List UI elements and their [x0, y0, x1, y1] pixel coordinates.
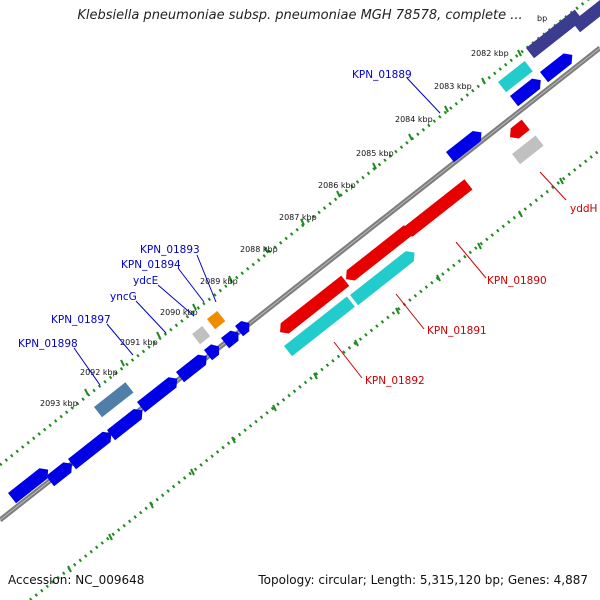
map-title: Klebsiella pneumoniae subsp. pneumoniae … — [77, 8, 523, 23]
gene-cyan[interactable] — [498, 60, 533, 93]
tick-label: 2091 kbp — [120, 338, 158, 347]
tick-label: 2084 kbp — [395, 115, 433, 124]
gene-label-kpn-01892[interactable]: KPN_01892 — [365, 375, 425, 387]
outer-tick-ring — [0, 0, 590, 467]
gene-label-yddh[interactable]: yddH — [570, 203, 597, 215]
gene-kpn-01891[interactable] — [276, 275, 350, 338]
gene-yddh[interactable] — [506, 119, 530, 143]
gene-forward[interactable] — [176, 351, 211, 383]
reverse-gene-labels: yddH KPN_01890 KPN_01891 KPN_01892 — [365, 203, 597, 387]
gene-forward[interactable] — [204, 341, 223, 361]
gene-forward[interactable] — [107, 405, 146, 441]
gene-forward[interactable] — [8, 465, 52, 504]
gene-cyan[interactable] — [350, 247, 419, 306]
tick-label: 2085 kbp — [356, 149, 394, 158]
gene-navy[interactable] — [526, 9, 583, 59]
topology-text: Topology: circular; Length: 5,315,120 bp… — [258, 573, 588, 587]
gene-navy[interactable] — [572, 0, 600, 33]
forward-gene-labels: KPN_01889 KPN_01893 KPN_01894 ydcE yncG … — [18, 69, 412, 350]
gene-label-kpn-01893[interactable]: KPN_01893 — [140, 244, 200, 256]
gene-label-kpn-01897[interactable]: KPN_01897 — [51, 314, 111, 326]
gene-label-kpn-01889[interactable]: KPN_01889 — [352, 69, 412, 81]
reverse-label-leaders — [333, 171, 567, 379]
gene-forward[interactable] — [46, 459, 76, 487]
gene-forward[interactable] — [221, 327, 242, 349]
gene-label-ydce[interactable]: ydcE — [133, 275, 158, 287]
gene-label-kpn-01898[interactable]: KPN_01898 — [18, 338, 78, 350]
reverse-genes — [276, 119, 544, 357]
major-ticks — [67, 49, 564, 573]
gene-forward[interactable] — [235, 318, 253, 337]
tick-label: 2089 kbp — [200, 277, 238, 286]
gene-label-yncg[interactable]: yncG — [110, 291, 137, 303]
gene-forward[interactable] — [510, 75, 545, 107]
gene-steel[interactable] — [94, 382, 134, 418]
gene-kpn-01892[interactable] — [284, 296, 355, 357]
forward-label-leaders — [73, 77, 441, 386]
tick-label: 2088 kbp — [240, 245, 278, 254]
gene-label-kpn-01890[interactable]: KPN_01890 — [487, 275, 547, 287]
tick-label: 2086 kbp — [318, 181, 356, 190]
gene-grey[interactable] — [512, 135, 544, 165]
gene-forward[interactable] — [540, 50, 576, 83]
gene-label-kpn-01894[interactable]: KPN_01894 — [121, 259, 181, 271]
tick-labels: bp 2082 kbp 2083 kbp 2084 kbp 2085 kbp 2… — [40, 14, 547, 408]
gene-forward[interactable] — [68, 428, 115, 470]
gene-forward[interactable] — [137, 374, 181, 413]
gene-grey[interactable] — [192, 325, 211, 345]
forward-genes — [8, 0, 600, 504]
tick-label: 2087 kbp — [279, 213, 317, 222]
tick-label: 2082 kbp — [471, 49, 509, 58]
gene-kpn-01889[interactable] — [446, 127, 485, 163]
accession-text: Accession: NC_009648 — [8, 573, 145, 587]
tick-label: 2092 kbp — [80, 368, 118, 377]
gene-orange[interactable] — [207, 310, 226, 330]
tick-label-partial: bp — [537, 14, 547, 23]
gene-kpn-01890[interactable] — [400, 179, 473, 240]
tick-label: 2083 kbp — [434, 82, 472, 91]
gene-label-kpn-01891[interactable]: KPN_01891 — [427, 325, 487, 337]
tick-label: 2093 kbp — [40, 399, 78, 408]
tick-label: 2090 kbp — [160, 308, 198, 317]
gene-kpn-01891b[interactable] — [342, 225, 413, 284]
